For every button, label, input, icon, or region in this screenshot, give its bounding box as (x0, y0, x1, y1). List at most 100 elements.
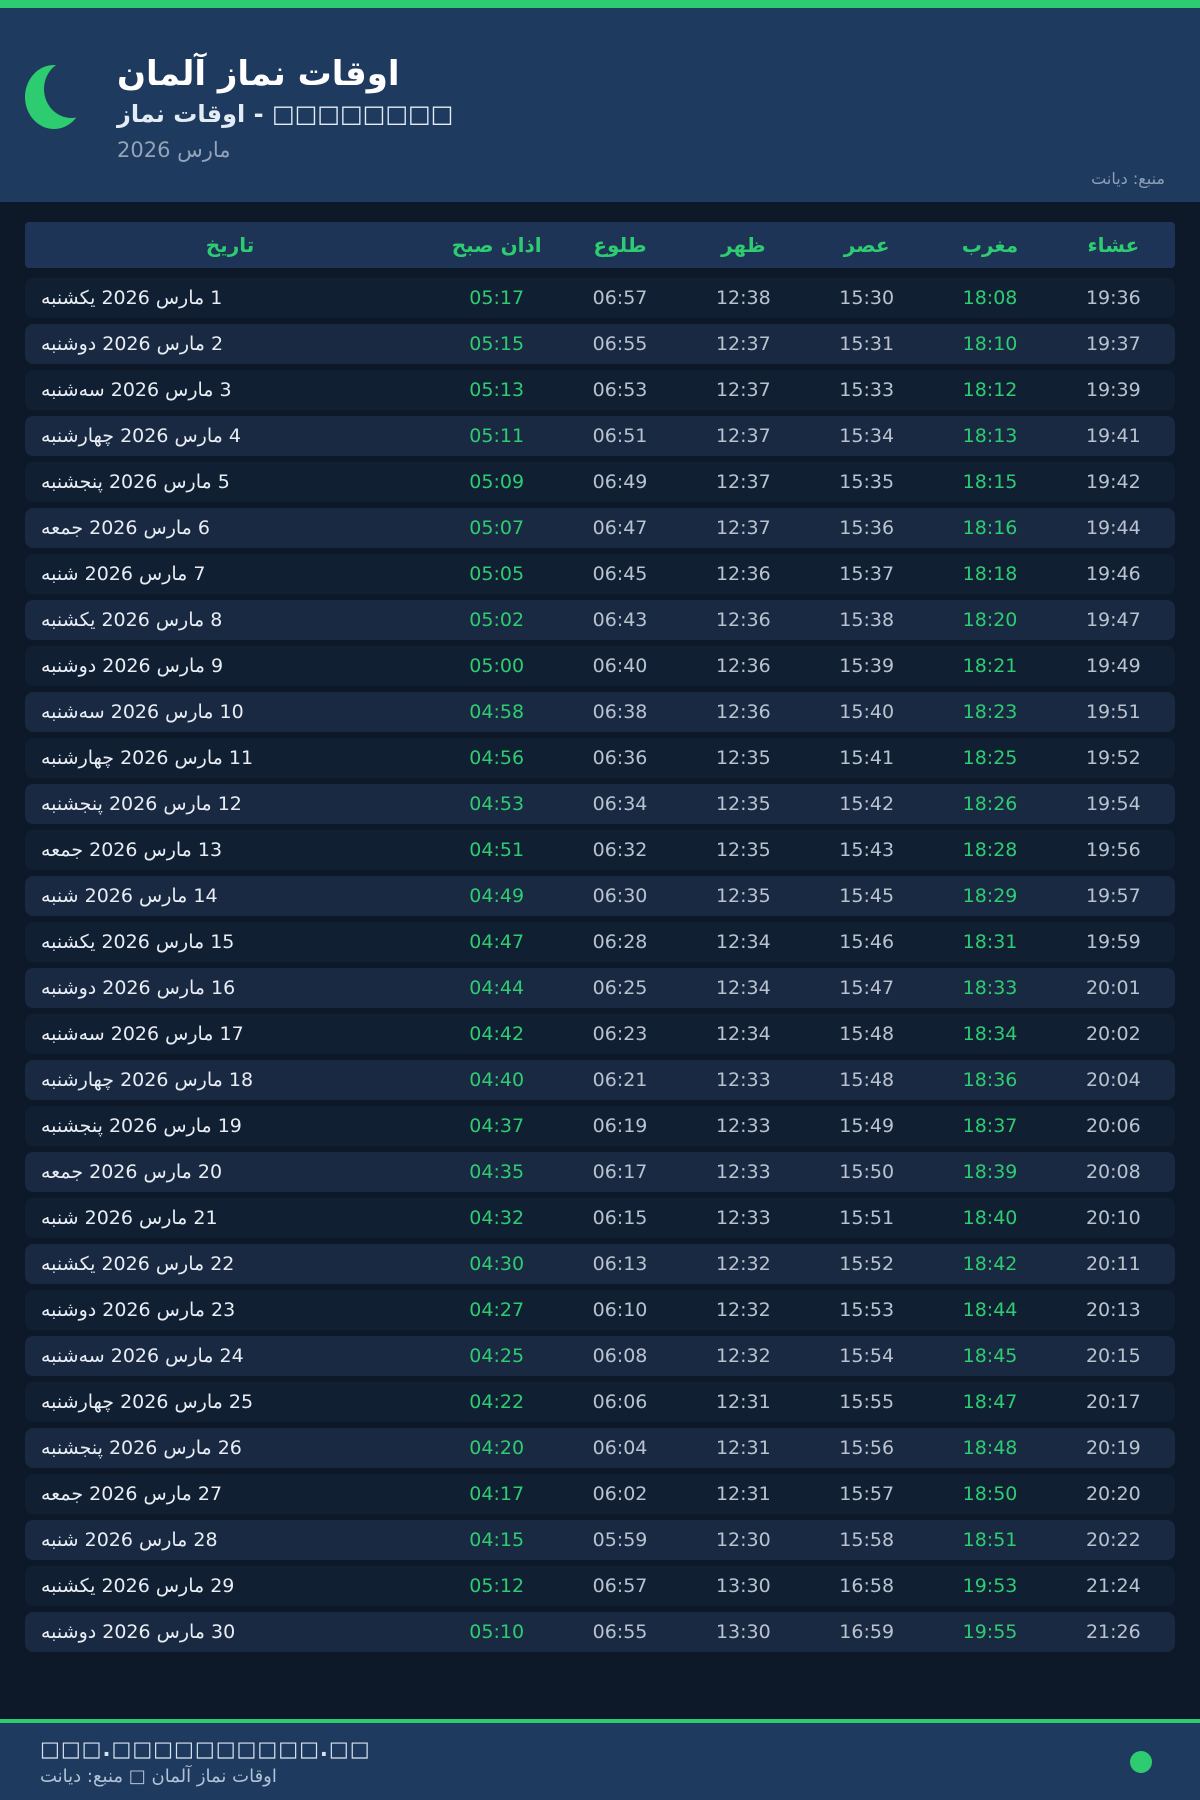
table-row: 1 مارس 2026 یکشنبه 05:17 06:57 12:38 15:30 18… (25, 278, 1175, 318)
time-cell-dhuhr: 12:34 (715, 931, 771, 953)
date-cell: 2 مارس 2026 دوشنبه (41, 333, 224, 355)
time-cell-isha: 20:19 (1085, 1437, 1141, 1459)
time-cell-sunrise: 06:49 (592, 471, 648, 493)
time-cell-asr: 15:30 (839, 287, 895, 309)
time-cell-isha: 20:17 (1085, 1391, 1141, 1413)
time-cell-asr: 16:59 (839, 1621, 895, 1643)
time-cell-dhuhr: 12:32 (715, 1299, 771, 1321)
date-cell: 28 مارس 2026 شنبه (41, 1529, 218, 1551)
crescent-moon-icon (25, 60, 99, 134)
time-cell-maghrib: 18:36 (962, 1069, 1018, 1091)
time-cell-dhuhr: 12:33 (715, 1161, 771, 1183)
time-cell-dhuhr: 12:37 (715, 379, 771, 401)
date-cell: 30 مارس 2026 دوشنبه (41, 1621, 236, 1643)
time-cell-fajr: 05:12 (469, 1575, 525, 1597)
date-cell: 25 مارس 2026 چهارشنبه (41, 1391, 254, 1413)
time-cell-sunrise: 06:13 (592, 1253, 648, 1275)
footer-accent-bar (0, 1719, 1200, 1723)
date-cell: 22 مارس 2026 یکشنبه (41, 1253, 235, 1275)
time-cell-isha: 20:15 (1085, 1345, 1141, 1367)
time-cell-fajr: 04:32 (469, 1207, 525, 1229)
time-cell-asr: 15:42 (839, 793, 895, 815)
date-cell: 4 مارس 2026 چهارشنبه (41, 425, 241, 447)
time-cell-dhuhr: 12:32 (715, 1253, 771, 1275)
table-row: 9 مارس 2026 دوشنبه 05:00 06:40 12:36 15:39 18… (25, 646, 1175, 686)
green-dot-button[interactable] (1130, 1750, 1152, 1773)
date-cell: 11 مارس 2026 چهارشنبه (41, 747, 254, 769)
time-cell-asr: 15:54 (839, 1345, 895, 1367)
table-row: 28 مارس 2026 شنبه 04:15 05:59 12:30 15:58 18:… (25, 1520, 1175, 1560)
time-cell-asr: 15:31 (839, 333, 895, 355)
time-cell-fajr: 04:42 (469, 1023, 525, 1045)
time-cell-sunrise: 06:02 (592, 1483, 648, 1505)
time-cell-isha: 19:56 (1085, 839, 1141, 861)
time-cell-fajr: 04:51 (469, 839, 525, 861)
date-cell: 8 مارس 2026 یکشنبه (41, 609, 223, 631)
time-cell-fajr: 04:37 (469, 1115, 525, 1137)
time-cell-isha: 19:54 (1085, 793, 1141, 815)
time-cell-sunrise: 06:19 (592, 1115, 648, 1137)
time-cell-sunrise: 06:34 (592, 793, 648, 815)
time-cell-dhuhr: 12:30 (715, 1529, 771, 1551)
time-cell-fajr: 05:09 (469, 471, 525, 493)
time-cell-maghrib: 19:55 (962, 1621, 1018, 1643)
time-cell-isha: 20:02 (1085, 1023, 1141, 1045)
time-cell-maghrib: 18:20 (962, 609, 1018, 631)
table-row: 14 مارس 2026 شنبه 04:49 06:30 12:35 15:45 18:… (25, 876, 1175, 916)
time-cell-asr: 15:51 (839, 1207, 895, 1229)
time-cell-fajr: 04:49 (469, 885, 525, 907)
column-header-5: مغرب (961, 233, 1019, 257)
time-cell-sunrise: 06:08 (592, 1345, 648, 1367)
date-cell: 7 مارس 2026 شنبه (41, 563, 206, 585)
time-cell-fajr: 04:53 (469, 793, 525, 815)
time-cell-maghrib: 18:18 (962, 563, 1018, 585)
time-cell-fajr: 04:27 (469, 1299, 525, 1321)
date-cell: 12 مارس 2026 پنجشنبه (41, 793, 242, 815)
table-row: 8 مارس 2026 یکشنبه 05:02 06:43 12:36 15:38 18… (25, 600, 1175, 640)
table-row: 15 مارس 2026 یکشنبه 04:47 06:28 12:34 15:46 1… (25, 922, 1175, 962)
time-cell-sunrise: 06:25 (592, 977, 648, 999)
time-cell-fajr: 04:40 (469, 1069, 525, 1091)
time-cell-isha: 19:52 (1085, 747, 1141, 769)
table-row: 5 مارس 2026 پنجشنبه 05:09 06:49 12:37 15:35 1… (25, 462, 1175, 502)
table-row: 12 مارس 2026 پنجشنبه 04:53 06:34 12:35 15:42… (25, 784, 1175, 824)
table-row: 26 مارس 2026 پنجشنبه 04:20 06:04 12:31 15:56… (25, 1428, 1175, 1468)
time-cell-dhuhr: 13:30 (715, 1575, 771, 1597)
table-row: 20 مارس 2026 جمعه 04:35 06:17 12:33 15:50 18:… (25, 1152, 1175, 1192)
time-cell-asr: 15:34 (839, 425, 895, 447)
time-cell-dhuhr: 12:36 (715, 655, 771, 677)
time-cell-isha: 20:04 (1085, 1069, 1141, 1091)
column-header-3: ظهر (721, 233, 766, 257)
time-cell-sunrise: 06:06 (592, 1391, 648, 1413)
time-cell-maghrib: 18:25 (962, 747, 1018, 769)
time-cell-asr: 15:53 (839, 1299, 895, 1321)
table-row: 29 مارس 2026 یکشنبه 05:12 06:57 13:30 16:58 1… (25, 1566, 1175, 1606)
table-row: 6 مارس 2026 جمعه 05:07 06:47 12:37 15:36 18:1… (25, 508, 1175, 548)
time-cell-isha: 19:39 (1085, 379, 1141, 401)
time-cell-dhuhr: 12:31 (715, 1437, 771, 1459)
table-row: 17 مارس 2026 سه‌شنبه 04:42 06:23 12:34 15:48… (25, 1014, 1175, 1054)
time-cell-maghrib: 18:29 (962, 885, 1018, 907)
table-row: 2 مارس 2026 دوشنبه 05:15 06:55 12:37 15:31 18… (25, 324, 1175, 364)
date-cell: 27 مارس 2026 جمعه (41, 1483, 223, 1505)
time-cell-dhuhr: 12:37 (715, 333, 771, 355)
time-cell-asr: 15:58 (839, 1529, 895, 1551)
time-cell-asr: 15:55 (839, 1391, 895, 1413)
table-row: 22 مارس 2026 یکشنبه 04:30 06:13 12:32 15:52 1… (25, 1244, 1175, 1284)
time-cell-isha: 20:11 (1085, 1253, 1141, 1275)
time-cell-dhuhr: 12:31 (715, 1391, 771, 1413)
page-subtitle: اوقات نماز - □□□□□□□□ (117, 99, 454, 128)
time-cell-fajr: 05:07 (469, 517, 525, 539)
time-cell-fajr: 04:47 (469, 931, 525, 953)
time-cell-asr: 15:49 (839, 1115, 895, 1137)
date-cell: 23 مارس 2026 دوشنبه (41, 1299, 236, 1321)
table-row: 13 مارس 2026 جمعه 04:51 06:32 12:35 15:43 18:… (25, 830, 1175, 870)
time-cell-maghrib: 18:44 (962, 1299, 1018, 1321)
time-cell-isha: 20:22 (1085, 1529, 1141, 1551)
date-cell: 18 مارس 2026 چهارشنبه (41, 1069, 254, 1091)
time-cell-fajr: 05:13 (469, 379, 525, 401)
time-cell-isha: 21:24 (1085, 1575, 1141, 1597)
table-row: 25 مارس 2026 چهارشنبه 04:22 06:06 12:31 15:5… (25, 1382, 1175, 1422)
time-cell-sunrise: 06:45 (592, 563, 648, 585)
time-cell-isha: 20:06 (1085, 1115, 1141, 1137)
